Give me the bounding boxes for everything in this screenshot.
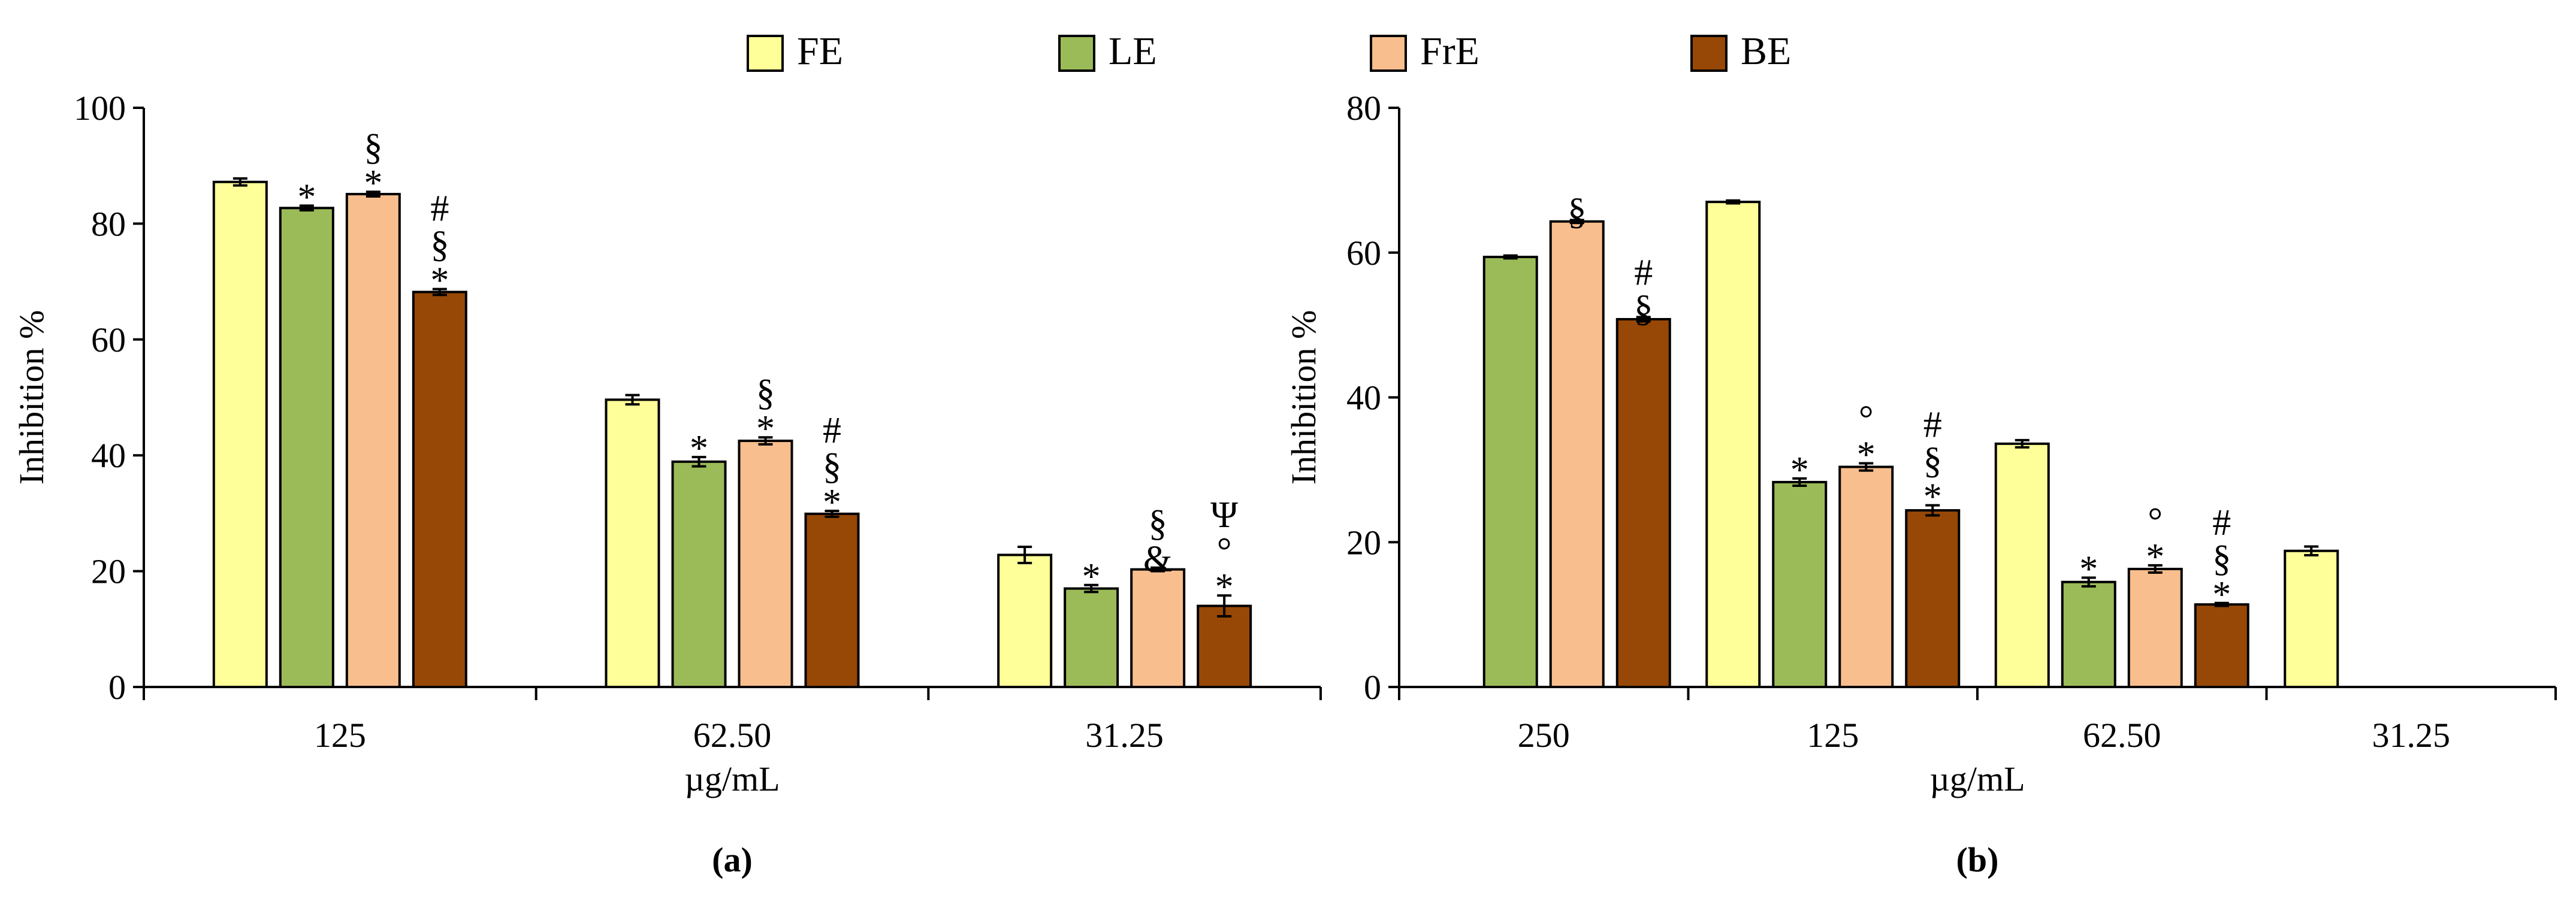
- significance-annotation: § *: [364, 127, 382, 204]
- bar-fre-62.50: [738, 440, 793, 689]
- bar-le-250: [1482, 256, 1538, 688]
- x-tick-label: 62.50: [693, 716, 772, 755]
- y-tick-label: 100: [74, 89, 126, 128]
- legend-label-le: LE: [1109, 29, 1157, 73]
- bar-fre-31.25: [1130, 568, 1186, 688]
- significance-annotation: §: [1568, 191, 1586, 232]
- significance-annotation: # § *: [2212, 503, 2231, 615]
- x-axis-title: µg/mL: [684, 759, 780, 798]
- bar-be-250: [1615, 317, 1671, 688]
- significance-annotation: *: [1790, 450, 1809, 491]
- y-tick-label: 20: [91, 552, 126, 591]
- legend: FE LE FrE BE: [747, 29, 1791, 73]
- significance-annotation: *: [297, 177, 316, 217]
- bar-be-62.50: [804, 512, 860, 688]
- bar-be-125: [1905, 509, 1961, 688]
- significance-annotation: # §: [1634, 252, 1653, 329]
- legend-label-fe: FE: [797, 29, 843, 73]
- y-tick-label: 0: [1364, 668, 1381, 707]
- significance-annotation: *: [2079, 549, 2098, 589]
- y-tick-label: 40: [1346, 379, 1381, 417]
- bar-be-62.50: [2194, 603, 2249, 689]
- y-tick-label: 40: [91, 436, 126, 475]
- panel-label: (a): [712, 840, 753, 879]
- x-tick-label: 31.25: [1085, 716, 1164, 755]
- bar-fe-125: [1705, 201, 1761, 688]
- y-tick-label: 80: [91, 204, 126, 243]
- legend-swatch-fre: [1370, 35, 1407, 72]
- legend-swatch-le: [1058, 35, 1095, 72]
- bar-fre-62.50: [2127, 567, 2183, 688]
- y-tick-label: 0: [108, 668, 126, 707]
- bar-le-62.50: [671, 460, 727, 688]
- panel-label: (b): [1956, 840, 1999, 879]
- bar-le-31.25: [1064, 587, 1119, 688]
- bar-le-125: [279, 207, 334, 688]
- significance-annotation: § &: [1143, 503, 1172, 580]
- bar-fe-62.50: [1994, 442, 2050, 688]
- bar-fre-125: [1838, 465, 1894, 688]
- significance-annotation: § *: [756, 373, 775, 449]
- y-axis-title: Inhibition %: [1284, 310, 1323, 485]
- bar-fe-31.25: [2284, 549, 2339, 688]
- x-tick-label: 62.50: [2083, 716, 2161, 755]
- legend-label-be: BE: [1741, 29, 1791, 73]
- bar-fe-125: [212, 180, 268, 688]
- bar-le-62.50: [2061, 580, 2116, 689]
- bar-fe-62.50: [605, 398, 660, 688]
- y-tick-label: 80: [1346, 89, 1381, 128]
- x-axis-title: µg/mL: [1929, 759, 2025, 798]
- x-tick-label: 31.25: [2372, 716, 2451, 755]
- y-axis-title: Inhibition %: [12, 310, 51, 485]
- x-tick-label: 125: [1807, 716, 1859, 755]
- significance-annotation: *: [690, 428, 708, 469]
- bar-be-31.25: [1197, 604, 1252, 688]
- x-tick-label: 250: [1518, 716, 1570, 755]
- significance-annotation: # § *: [823, 410, 841, 523]
- y-tick-label: 20: [1346, 523, 1381, 562]
- y-tick-label: 60: [91, 320, 126, 359]
- legend-label-fre: FrE: [1420, 29, 1479, 73]
- significance-annotation: ° *: [2146, 501, 2164, 577]
- significance-annotation: Ψ ° *: [1210, 495, 1238, 607]
- y-tick-label: 60: [1346, 234, 1381, 273]
- bar-fre-125: [345, 193, 401, 688]
- bar-fre-250: [1549, 220, 1605, 688]
- legend-swatch-be: [1690, 35, 1728, 72]
- bar-le-125: [1772, 480, 1828, 689]
- chart-panel-a: 0 20 40 60 80 100 125 62.50 31.25 * § * # § * * § * # § * * § &…: [12, 89, 1322, 879]
- significance-annotation: *: [1082, 556, 1101, 597]
- significance-annotation: # § *: [430, 189, 449, 301]
- bar-fe-31.25: [997, 553, 1053, 688]
- bar-be-125: [412, 290, 467, 689]
- legend-swatch-fe: [747, 35, 784, 72]
- significance-annotation: # § *: [1923, 405, 1942, 517]
- x-tick-label: 125: [314, 716, 366, 755]
- significance-annotation: ° *: [1857, 398, 1876, 475]
